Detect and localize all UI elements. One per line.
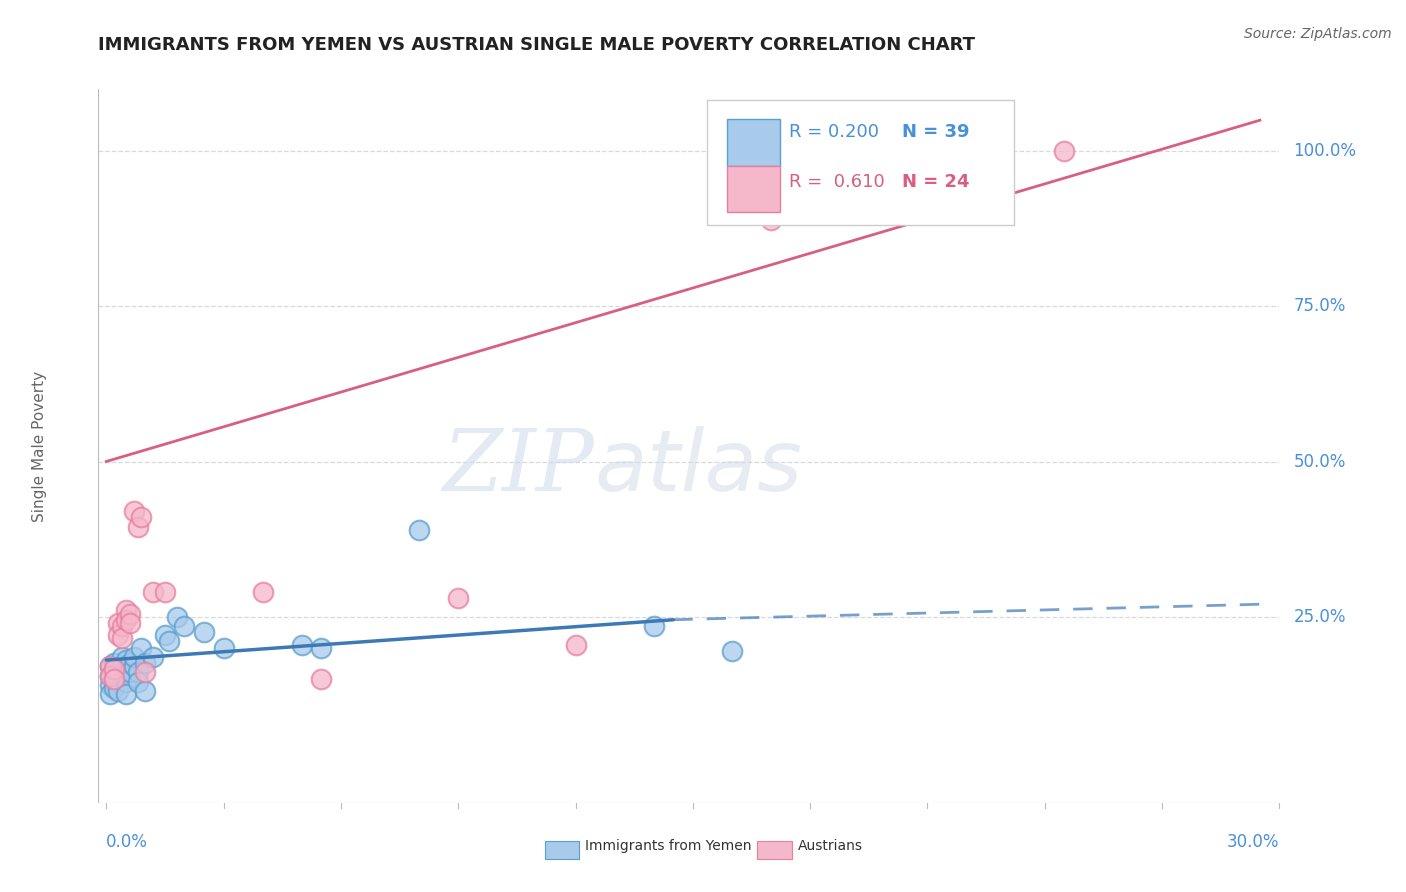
FancyBboxPatch shape <box>546 840 579 859</box>
Point <box>212 640 235 655</box>
Text: Single Male Poverty: Single Male Poverty <box>32 370 46 522</box>
Point <box>114 653 136 667</box>
Point <box>118 615 141 630</box>
Point <box>134 656 156 670</box>
Point <box>291 638 314 652</box>
Point <box>127 519 149 533</box>
Point <box>98 687 121 701</box>
Point <box>114 674 136 689</box>
Point <box>122 659 145 673</box>
Text: 30.0%: 30.0% <box>1227 833 1279 851</box>
Point <box>111 632 134 646</box>
FancyBboxPatch shape <box>727 120 780 166</box>
Text: 0.0%: 0.0% <box>107 833 148 851</box>
Point <box>408 523 430 537</box>
Point <box>311 672 333 686</box>
Point <box>98 668 121 682</box>
Point <box>111 668 134 682</box>
Text: 50.0%: 50.0% <box>1294 452 1346 470</box>
Point <box>114 613 136 627</box>
Point <box>107 684 129 698</box>
Point <box>114 687 136 701</box>
FancyBboxPatch shape <box>758 840 792 859</box>
Point <box>311 640 333 655</box>
Point <box>114 662 136 676</box>
Point <box>98 678 121 692</box>
Text: N = 24: N = 24 <box>901 173 969 192</box>
Point <box>98 668 121 682</box>
Point <box>103 665 125 680</box>
Text: 25.0%: 25.0% <box>1294 607 1346 625</box>
Text: Austrians: Austrians <box>797 838 863 853</box>
Point <box>118 665 141 680</box>
Point <box>153 584 176 599</box>
Point <box>107 672 129 686</box>
Text: R =  0.610: R = 0.610 <box>789 173 886 192</box>
Point <box>153 628 176 642</box>
Point <box>721 644 744 658</box>
Text: Source: ZipAtlas.com: Source: ZipAtlas.com <box>1244 27 1392 41</box>
Point <box>193 625 215 640</box>
Point <box>103 662 125 676</box>
Point <box>103 674 125 689</box>
Point <box>157 634 180 648</box>
Point <box>127 674 149 689</box>
Point <box>98 659 121 673</box>
Text: atlas: atlas <box>595 425 803 509</box>
Text: ZIP: ZIP <box>443 426 595 508</box>
Point <box>111 659 134 673</box>
Text: N = 39: N = 39 <box>901 123 969 142</box>
Point <box>98 659 121 673</box>
Point <box>134 665 156 680</box>
Point <box>107 628 129 642</box>
Point <box>447 591 470 605</box>
Point <box>103 672 125 686</box>
Point <box>252 584 274 599</box>
Point <box>1053 145 1076 159</box>
Point <box>142 584 165 599</box>
Point <box>118 607 141 621</box>
Text: R = 0.200: R = 0.200 <box>789 123 879 142</box>
Text: 75.0%: 75.0% <box>1294 297 1346 316</box>
Point <box>643 619 665 633</box>
Text: IMMIGRANTS FROM YEMEN VS AUSTRIAN SINGLE MALE POVERTY CORRELATION CHART: IMMIGRANTS FROM YEMEN VS AUSTRIAN SINGLE… <box>98 36 976 54</box>
Point <box>118 656 141 670</box>
Point <box>564 638 586 652</box>
FancyBboxPatch shape <box>707 100 1014 225</box>
Point <box>103 656 125 670</box>
Point <box>127 665 149 680</box>
Point <box>759 212 782 227</box>
Point <box>166 609 188 624</box>
Point <box>111 619 134 633</box>
Point <box>114 603 136 617</box>
Point <box>103 681 125 695</box>
Text: 100.0%: 100.0% <box>1294 142 1357 161</box>
Point <box>122 650 145 665</box>
Point <box>111 650 134 665</box>
Point <box>107 662 129 676</box>
Point <box>142 650 165 665</box>
Point <box>134 684 156 698</box>
Point <box>131 640 153 655</box>
Point <box>107 615 129 630</box>
Point <box>122 504 145 518</box>
Point <box>131 510 153 524</box>
Text: Immigrants from Yemen: Immigrants from Yemen <box>585 838 752 853</box>
Point <box>173 619 195 633</box>
FancyBboxPatch shape <box>727 166 780 212</box>
